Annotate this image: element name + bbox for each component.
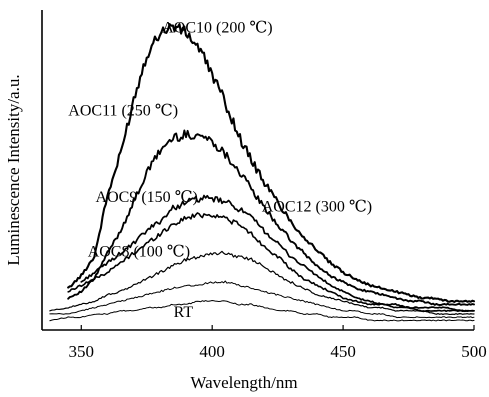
x-tick-label-450: 450 <box>330 342 356 361</box>
y-axis-label: Luminescence Intensity/a.u. <box>4 74 23 265</box>
plot-area <box>49 23 476 322</box>
annotation-3: AOC9 (150 ℃) <box>96 189 198 206</box>
series-line-6 <box>49 280 475 319</box>
x-tick-label-350: 350 <box>69 342 95 361</box>
x-tick-label-500: 500 <box>461 342 487 361</box>
annotation-layer: AOC10 (200 ℃) AOC11 (250 ℃) AOC9 (150 ℃) AO… <box>68 19 372 321</box>
series-line-2 <box>67 129 475 306</box>
x-axis-label: Wavelength/nm <box>190 373 297 392</box>
annotation-1: AOC10 (200 ℃) <box>162 19 272 36</box>
series-line-4 <box>67 212 475 313</box>
x-ticks: 350 400 450 500 <box>69 325 487 361</box>
annotation-6: RT <box>174 304 194 321</box>
series-line-5 <box>49 250 475 316</box>
annotation-5: AOC8 (100 ℃) <box>88 243 190 260</box>
annotation-4: AOC12 (300 ℃) <box>262 199 372 216</box>
series-line-1 <box>67 23 476 303</box>
x-tick-label-400: 400 <box>199 342 225 361</box>
annotation-2: AOC11 (250 ℃) <box>68 103 178 120</box>
series-line-7 <box>49 300 475 322</box>
